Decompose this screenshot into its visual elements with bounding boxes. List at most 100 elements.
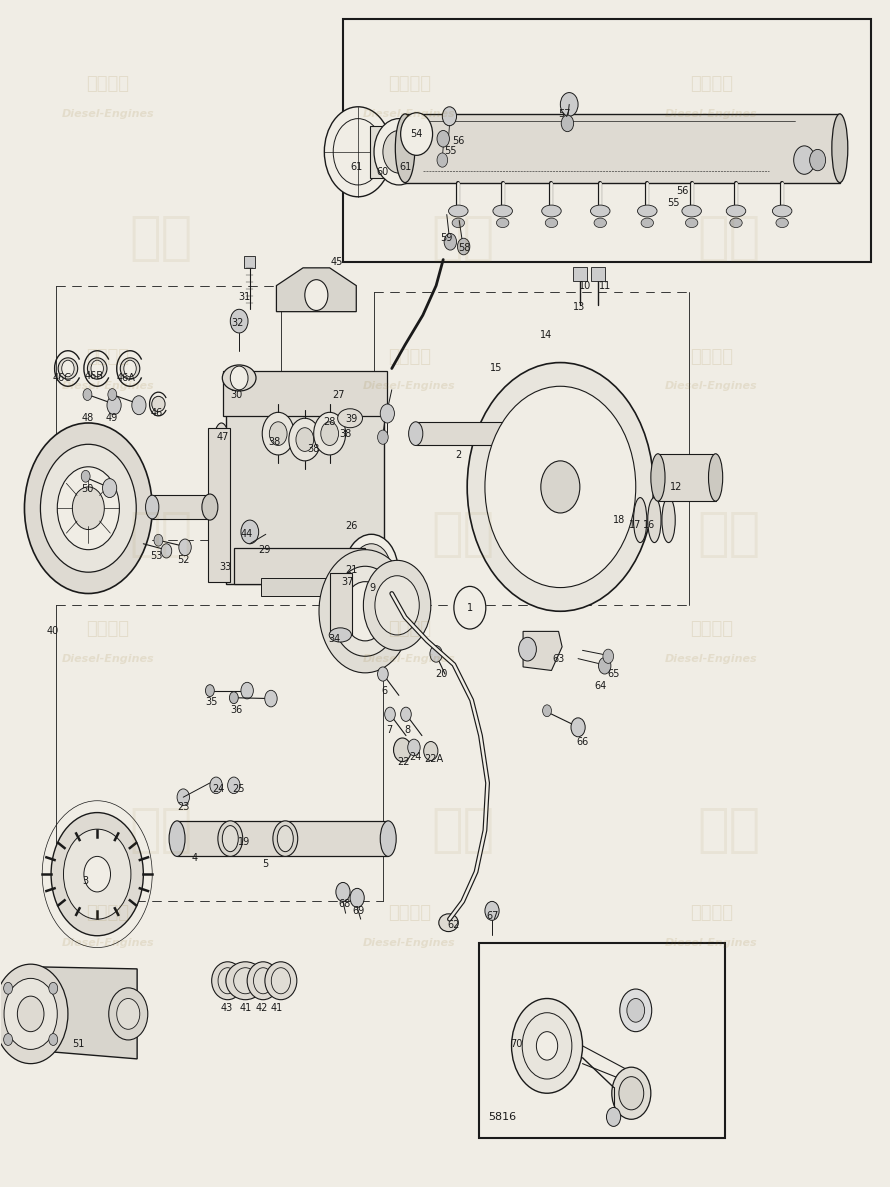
Text: Diesel-Engines: Diesel-Engines	[363, 381, 456, 392]
Circle shape	[344, 534, 398, 605]
Circle shape	[270, 421, 287, 445]
Text: Diesel-Engines: Diesel-Engines	[61, 109, 154, 119]
Text: 31: 31	[239, 292, 251, 303]
Circle shape	[437, 153, 448, 167]
Text: 42: 42	[255, 1003, 268, 1013]
Text: 41: 41	[271, 1003, 282, 1013]
Circle shape	[4, 978, 57, 1049]
Text: 46: 46	[150, 408, 163, 419]
Circle shape	[51, 813, 143, 935]
Text: 70: 70	[511, 1039, 523, 1048]
Bar	[416, 421, 561, 445]
Bar	[369, 126, 394, 178]
Text: 48: 48	[81, 413, 93, 424]
Circle shape	[562, 115, 574, 132]
Bar	[226, 412, 384, 584]
Ellipse shape	[773, 205, 792, 217]
Text: 紫发动力: 紫发动力	[86, 348, 129, 366]
Ellipse shape	[493, 205, 513, 217]
Circle shape	[611, 1067, 651, 1119]
Bar	[405, 114, 840, 183]
Circle shape	[313, 412, 345, 455]
Ellipse shape	[273, 821, 298, 856]
Circle shape	[442, 107, 457, 126]
Circle shape	[0, 964, 68, 1064]
Circle shape	[18, 996, 44, 1032]
Circle shape	[231, 366, 248, 389]
Ellipse shape	[87, 357, 107, 379]
Circle shape	[4, 983, 12, 995]
Text: 紫发动力: 紫发动力	[86, 620, 129, 639]
Ellipse shape	[337, 408, 362, 427]
Bar	[479, 942, 725, 1138]
Circle shape	[24, 423, 152, 594]
Text: 3: 3	[83, 876, 89, 887]
Text: 23: 23	[177, 801, 190, 812]
Text: Diesel-Engines: Diesel-Engines	[665, 654, 757, 664]
Text: 5: 5	[263, 858, 269, 869]
Ellipse shape	[395, 114, 415, 183]
Text: 紫发动力: 紫发动力	[690, 75, 732, 94]
Ellipse shape	[247, 961, 279, 999]
Text: 动力: 动力	[697, 508, 761, 560]
Text: 47: 47	[217, 432, 230, 443]
Ellipse shape	[120, 357, 140, 379]
Circle shape	[241, 520, 259, 544]
Circle shape	[210, 777, 222, 794]
Circle shape	[72, 487, 104, 529]
Ellipse shape	[380, 821, 396, 856]
Text: 34: 34	[328, 634, 340, 643]
Text: 紫发动力: 紫发动力	[690, 620, 732, 639]
Circle shape	[437, 131, 449, 147]
Ellipse shape	[651, 453, 665, 501]
Ellipse shape	[278, 826, 294, 851]
Circle shape	[132, 395, 146, 414]
Text: 16: 16	[643, 520, 655, 529]
Bar	[208, 427, 231, 582]
Circle shape	[598, 658, 611, 674]
Text: Diesel-Engines: Diesel-Engines	[363, 938, 456, 948]
Text: 49: 49	[105, 413, 117, 424]
Circle shape	[102, 478, 117, 497]
Text: Diesel-Engines: Diesel-Engines	[61, 938, 154, 948]
Circle shape	[319, 550, 411, 673]
Ellipse shape	[218, 967, 238, 994]
Circle shape	[603, 649, 613, 664]
Circle shape	[541, 461, 580, 513]
Ellipse shape	[594, 218, 606, 228]
Text: 动力: 动力	[697, 212, 761, 265]
Text: 7: 7	[386, 725, 392, 735]
Text: 紫发动力: 紫发动力	[388, 75, 431, 94]
Circle shape	[124, 360, 136, 376]
Circle shape	[430, 646, 442, 662]
Circle shape	[4, 1034, 12, 1046]
Ellipse shape	[648, 497, 661, 542]
Ellipse shape	[449, 205, 468, 217]
Ellipse shape	[234, 967, 257, 994]
Circle shape	[81, 470, 90, 482]
Text: 56: 56	[676, 186, 689, 196]
Circle shape	[333, 119, 383, 185]
Circle shape	[350, 888, 364, 907]
Ellipse shape	[329, 628, 352, 642]
Circle shape	[794, 146, 815, 174]
Circle shape	[537, 1032, 558, 1060]
Circle shape	[606, 1107, 620, 1126]
Ellipse shape	[212, 961, 244, 999]
Ellipse shape	[708, 453, 723, 501]
Text: 39: 39	[345, 414, 358, 425]
Ellipse shape	[226, 961, 265, 999]
Text: 64: 64	[595, 681, 606, 691]
Circle shape	[522, 1013, 572, 1079]
Text: 51: 51	[72, 1039, 85, 1048]
Text: 紫发动力: 紫发动力	[690, 348, 732, 366]
Circle shape	[304, 280, 328, 311]
Bar	[343, 19, 871, 262]
Bar	[658, 453, 716, 501]
Bar	[245, 256, 255, 268]
Text: 54: 54	[410, 129, 423, 139]
Circle shape	[571, 718, 586, 737]
Circle shape	[619, 1077, 643, 1110]
Text: Diesel-Engines: Diesel-Engines	[363, 654, 456, 664]
Ellipse shape	[634, 497, 647, 542]
